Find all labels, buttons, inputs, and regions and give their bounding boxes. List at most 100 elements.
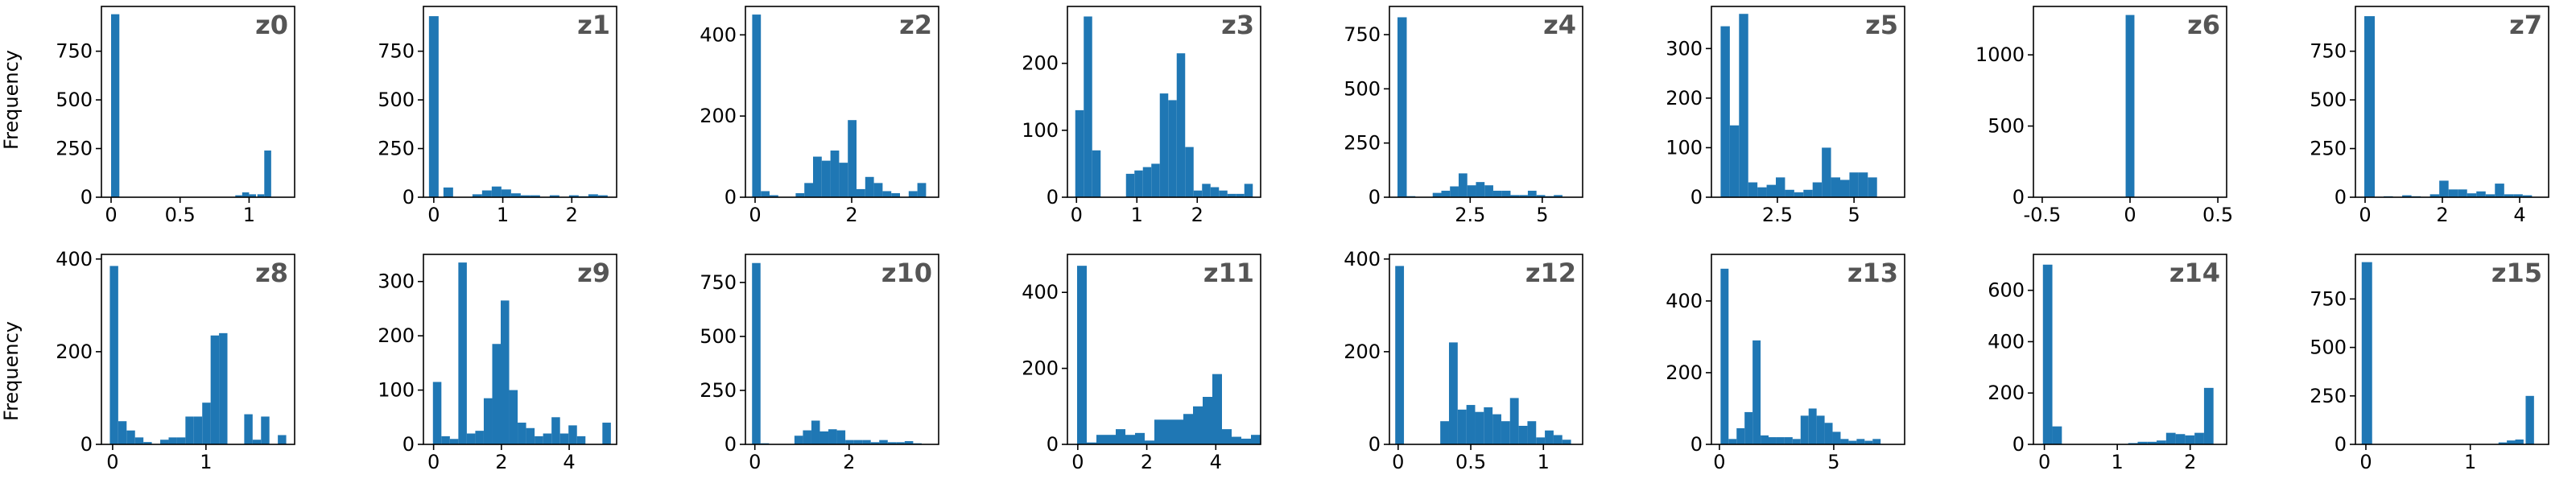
histogram-panel-z11: 0 2 4 0 200 400 z11 — [1022, 254, 1261, 473]
histogram-bar — [1134, 170, 1143, 197]
axes-frame — [1711, 6, 1905, 198]
histogram-bar — [1084, 16, 1092, 197]
histogram-bar — [278, 435, 287, 444]
x-tick-label: 1 — [2464, 451, 2476, 473]
histogram-bar — [1476, 182, 1485, 197]
histogram-bar — [1785, 189, 1794, 197]
axes-frame — [1389, 6, 1583, 198]
y-tick-label: 750 — [1344, 23, 1381, 46]
histogram-bar — [193, 416, 203, 444]
panel-title: z6 — [2187, 10, 2220, 40]
y-axis-label-row2: Frequency — [0, 321, 23, 421]
histogram-bar — [458, 262, 467, 444]
histogram-bar — [2361, 262, 2372, 444]
histogram-bar — [1116, 429, 1125, 444]
panel-title: z0 — [255, 10, 288, 40]
histogram-bar — [2194, 432, 2204, 444]
x-tick-label: 2 — [1141, 451, 1153, 473]
histogram-bar — [865, 176, 874, 197]
x-tick-label: 0 — [1392, 451, 1404, 473]
x-tick-label: 0 — [105, 204, 117, 226]
histogram-bar — [235, 195, 242, 197]
histogram-bar — [1092, 150, 1101, 197]
y-tick-label: 0 — [724, 186, 737, 208]
histogram-bar — [576, 436, 586, 444]
histogram-bar — [1812, 182, 1823, 197]
histogram-bar — [1185, 147, 1194, 197]
histogram-bar — [568, 425, 577, 444]
histogram-bar — [1536, 195, 1546, 197]
histogram-bar — [1519, 195, 1528, 197]
panel-title: z2 — [899, 10, 932, 40]
histogram-bar — [1761, 435, 1769, 444]
histogram-bar — [510, 193, 521, 197]
x-tick-label: 0.5 — [2202, 204, 2233, 226]
histogram-bar — [1848, 440, 1857, 444]
y-tick-label: 600 — [1988, 279, 2025, 302]
histogram-bar — [752, 14, 762, 198]
histogram-bar — [242, 192, 250, 197]
histogram-bar — [1193, 406, 1203, 444]
y-tick-label: 400 — [1022, 281, 1059, 303]
histogram-bar — [1154, 419, 1164, 444]
y-tick-label: 200 — [1022, 52, 1059, 75]
histogram-bar — [202, 402, 211, 444]
histogram-bar — [873, 183, 883, 197]
histogram-bar — [2364, 16, 2375, 198]
histogram-bar — [1492, 414, 1501, 444]
histogram-bar — [1776, 177, 1785, 197]
histogram-bar — [1212, 374, 1222, 444]
histogram-bar — [1720, 26, 1730, 198]
histogram-bar — [752, 262, 761, 444]
histogram-bar — [1501, 421, 1510, 444]
histogram-bar — [1752, 340, 1761, 444]
x-tick-label: 1 — [2112, 451, 2124, 473]
histogram-bar — [1159, 93, 1169, 197]
x-tick-label: 0 — [106, 451, 118, 473]
histogram-bar — [839, 163, 848, 197]
y-tick-label: 0 — [1046, 186, 1059, 208]
histogram-bar — [2515, 439, 2524, 444]
panel-title: z4 — [1543, 10, 1576, 40]
y-tick-label: 0 — [402, 433, 415, 456]
y-tick-label: 400 — [700, 23, 737, 46]
x-tick-label: 0 — [2038, 451, 2050, 473]
histogram-bar — [870, 442, 880, 444]
histogram-bar — [549, 195, 559, 197]
histogram-panel-z4: 2.5 5 0 250 500 750 z4 — [1344, 6, 1583, 226]
histogram-bar — [492, 344, 501, 444]
histogram-bar — [2485, 194, 2496, 197]
x-tick-label: 2 — [845, 204, 857, 226]
histogram-bar — [1545, 430, 1554, 444]
histogram-bar — [1518, 425, 1528, 444]
histogram-bar — [803, 430, 811, 444]
panel-title: z7 — [2509, 10, 2542, 40]
axes-frame — [101, 6, 295, 198]
x-tick-label: 2 — [495, 451, 507, 473]
panel-title: z3 — [1221, 10, 1254, 40]
histogram-bar — [1232, 436, 1241, 444]
histogram-bar — [1872, 439, 1881, 444]
histogram-bar — [509, 390, 518, 444]
x-tick-label: 2 — [1191, 204, 1203, 226]
histogram-bar — [1816, 415, 1825, 444]
histogram-bar — [1736, 427, 1745, 444]
histogram-bar — [1536, 437, 1546, 444]
histogram-bar — [1822, 147, 1831, 197]
axes-frame — [423, 6, 617, 198]
histogram-panel-z14: 0 1 2 0 200 400 600 z14 — [1988, 254, 2227, 473]
y-tick-label: 0 — [80, 433, 93, 456]
histogram-bar — [1441, 190, 1451, 197]
y-tick-label: 200 — [1988, 382, 2025, 404]
histogram-bar — [1776, 437, 1785, 444]
histogram-bar — [559, 433, 569, 444]
histogram-bar — [2467, 193, 2477, 197]
histogram-bar — [134, 437, 144, 444]
histogram-bar — [2157, 440, 2166, 444]
panel-title: z10 — [881, 258, 932, 288]
histogram-bar — [2507, 440, 2516, 444]
histogram-panel-z1: 0 1 2 0 250 500 750 z1 — [378, 6, 617, 226]
histogram-bar — [1803, 189, 1813, 197]
x-tick-label: 0 — [2359, 451, 2372, 473]
